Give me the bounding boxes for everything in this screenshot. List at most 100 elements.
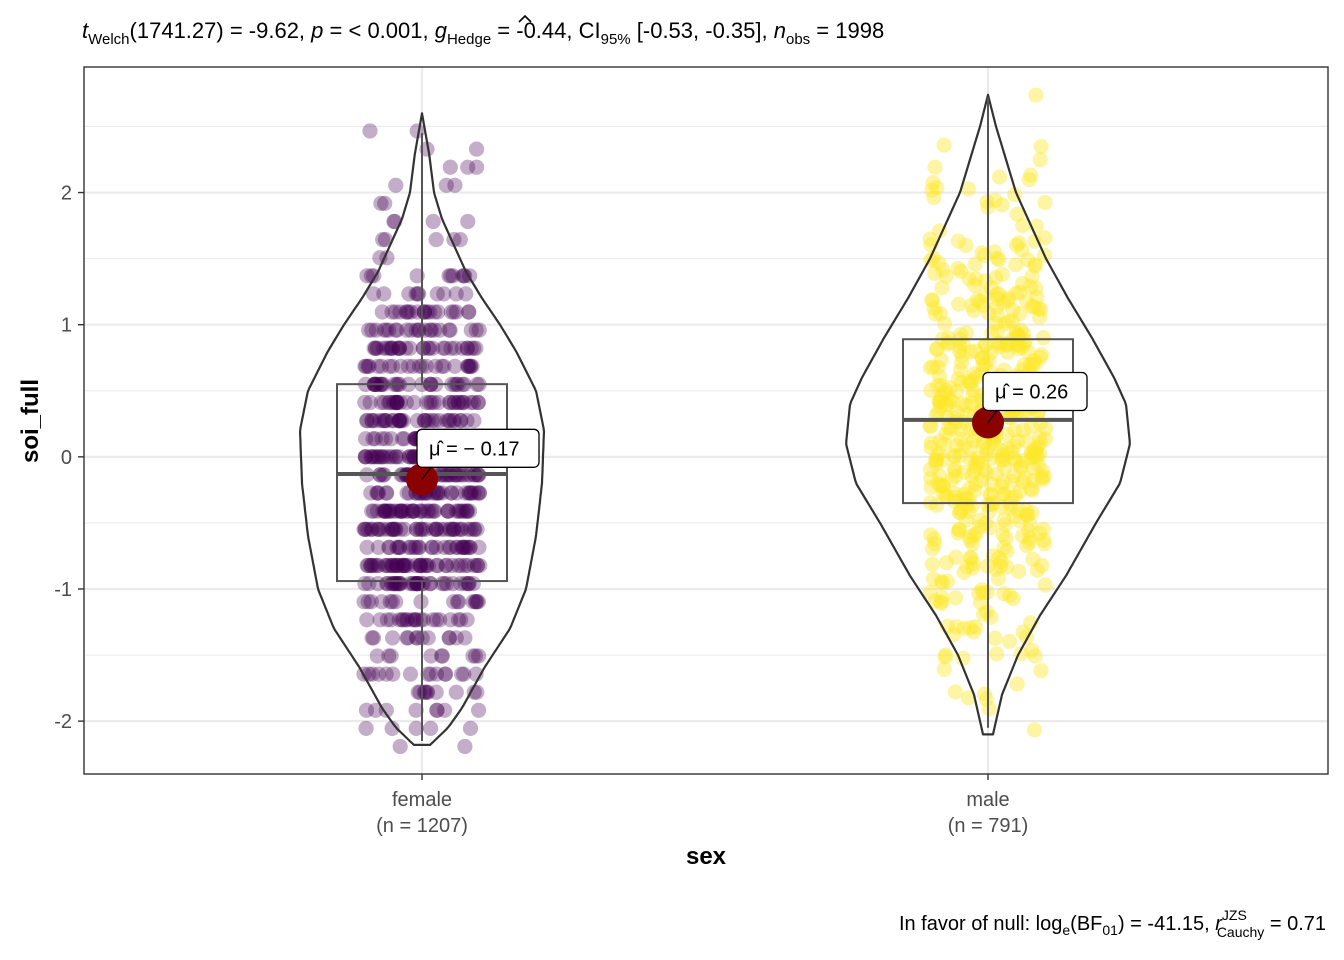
female-data-point bbox=[444, 557, 460, 574]
male-data-point bbox=[1012, 284, 1028, 300]
female-data-point bbox=[377, 557, 393, 574]
female-data-point bbox=[423, 576, 439, 592]
female-data-point bbox=[364, 557, 380, 574]
female-data-point bbox=[441, 268, 457, 284]
male-data-point bbox=[930, 404, 946, 421]
female-data-point bbox=[401, 286, 417, 302]
female-data-point bbox=[469, 557, 485, 574]
female-data-point bbox=[426, 521, 442, 537]
male-data-point bbox=[933, 377, 949, 393]
female-data-point bbox=[419, 141, 435, 157]
male-data-point bbox=[989, 299, 1005, 315]
female-data-point bbox=[463, 485, 479, 501]
female-data-point bbox=[431, 413, 447, 429]
male-data-point bbox=[1037, 536, 1053, 552]
female-data-point bbox=[413, 521, 429, 537]
male-data-point bbox=[1001, 633, 1018, 650]
male-data-point bbox=[941, 392, 958, 408]
male-data-point bbox=[1017, 333, 1033, 349]
female-data-point bbox=[392, 576, 408, 592]
male-data-point bbox=[929, 341, 945, 357]
y-axis-title: soi_full bbox=[17, 379, 44, 463]
female-data-point bbox=[373, 358, 390, 374]
female-data-point bbox=[453, 557, 469, 574]
male-data-point bbox=[996, 486, 1012, 502]
male-data-point bbox=[922, 360, 939, 376]
male-data-point bbox=[975, 357, 991, 373]
male-data-point bbox=[991, 339, 1007, 355]
male-data-point bbox=[1024, 504, 1040, 521]
male-data-point bbox=[968, 343, 984, 359]
female-data-point bbox=[396, 521, 412, 537]
female-data-point bbox=[384, 594, 400, 610]
female-data-point bbox=[366, 413, 383, 429]
male-data-point bbox=[1033, 347, 1050, 363]
female-data-point bbox=[363, 557, 379, 574]
male-data-point bbox=[966, 433, 982, 449]
female-data-point bbox=[388, 394, 404, 411]
x-axis-title: sex bbox=[686, 843, 727, 870]
male-data-point bbox=[1012, 513, 1028, 529]
male-data-point bbox=[947, 460, 963, 476]
female-data-point bbox=[463, 394, 479, 411]
female-data-point bbox=[357, 449, 374, 465]
female-data-point bbox=[385, 394, 401, 411]
female-data-point bbox=[462, 539, 478, 556]
female-data-point bbox=[447, 340, 463, 356]
female-data-point bbox=[421, 503, 437, 519]
female-data-point bbox=[384, 340, 400, 356]
female-data-point bbox=[397, 557, 413, 574]
male-data-point bbox=[968, 369, 984, 385]
female-data-point bbox=[372, 521, 388, 537]
female-data-point bbox=[368, 702, 384, 718]
female-data-point bbox=[384, 557, 401, 574]
female-data-point bbox=[465, 394, 482, 411]
female-data-point bbox=[457, 738, 473, 755]
female-data-point bbox=[442, 322, 458, 338]
female-data-point bbox=[374, 449, 390, 465]
female-data-point bbox=[405, 358, 421, 374]
female-data-point bbox=[452, 503, 468, 519]
female-data-point bbox=[466, 340, 482, 356]
male-data-point bbox=[959, 497, 975, 513]
male-data-point bbox=[963, 344, 979, 360]
male-data-point bbox=[1007, 422, 1023, 439]
female-data-point bbox=[357, 449, 373, 465]
male-data-point bbox=[995, 447, 1011, 463]
female-data-point bbox=[391, 413, 407, 429]
female-data-point bbox=[462, 503, 478, 519]
x-tick-count-male: (n = 791) bbox=[948, 815, 1029, 837]
female-data-point bbox=[445, 268, 461, 284]
female-data-point bbox=[415, 340, 431, 356]
female-data-point bbox=[389, 539, 405, 556]
female-data-point bbox=[456, 394, 472, 411]
female-data-point bbox=[405, 503, 421, 519]
g-hat-mark bbox=[518, 14, 532, 23]
female-data-point bbox=[432, 612, 448, 628]
female-data-point bbox=[378, 666, 394, 682]
female-data-point bbox=[441, 539, 457, 556]
male-data-point bbox=[929, 453, 945, 469]
female-data-point bbox=[378, 322, 394, 338]
female-data-point bbox=[415, 340, 431, 356]
male-data-point bbox=[922, 584, 939, 600]
male-data-point bbox=[1020, 507, 1036, 523]
male-data-point bbox=[1000, 314, 1016, 330]
female-data-point bbox=[393, 503, 409, 519]
male-data-point bbox=[935, 452, 951, 468]
male-data-point bbox=[966, 277, 983, 293]
female-data-point bbox=[449, 594, 466, 610]
female-data-point bbox=[469, 141, 485, 157]
male-data-point bbox=[1023, 167, 1039, 183]
male-violin bbox=[845, 93, 1131, 736]
female-data-point bbox=[393, 413, 410, 429]
male-data-point bbox=[972, 595, 989, 611]
male-data-point bbox=[922, 231, 938, 247]
male-data-point bbox=[970, 450, 986, 466]
male-data-point bbox=[954, 348, 970, 364]
male-data-point bbox=[982, 486, 998, 502]
male-data-point bbox=[963, 375, 979, 392]
male-data-point bbox=[1024, 642, 1040, 659]
female-data-point bbox=[388, 576, 404, 592]
female-data-point bbox=[416, 304, 432, 320]
